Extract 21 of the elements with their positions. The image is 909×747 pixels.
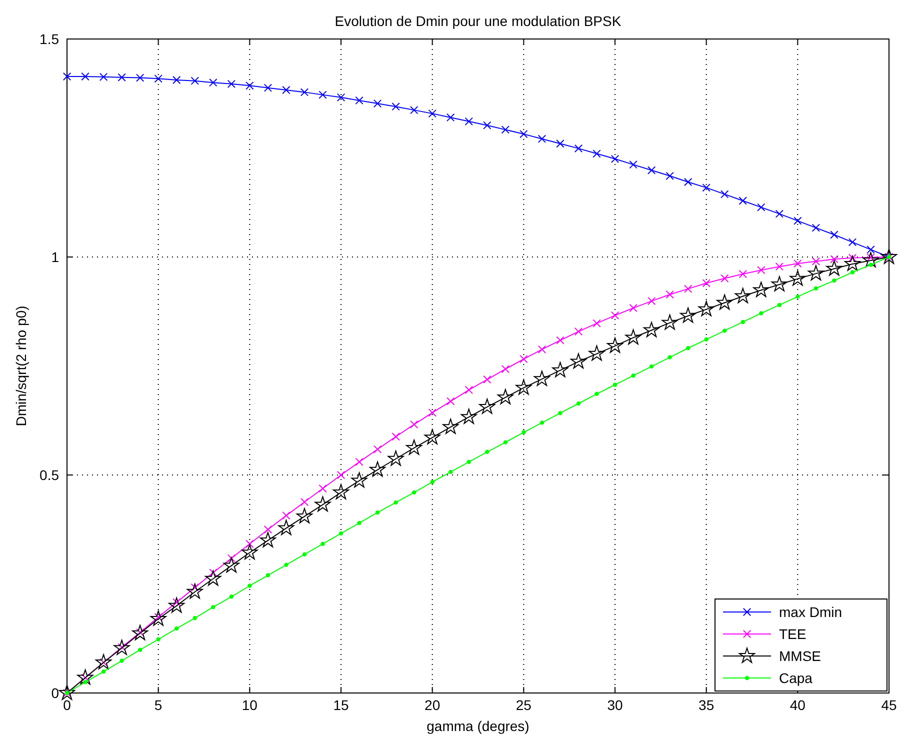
chart-title: Evolution de Dmin pour une modulation BPSK [334,13,622,29]
legend-label: Capa [779,670,813,686]
y-tick-label: 1 [51,249,60,265]
x-tick-label: 40 [790,697,806,713]
x-tick-label: 5 [154,697,162,713]
y-tick-label: 0.5 [40,467,60,483]
y-tick-label: 0 [51,685,60,701]
x-tick-label: 15 [333,697,349,713]
x-tick-label: 0 [63,697,72,713]
x-tick-label: 25 [516,697,532,713]
legend-label: TEE [779,626,806,642]
y-axis-title: Dmin/sqrt(2 rho p0) [13,306,29,426]
x-tick-label: 10 [242,697,258,713]
y-tick-label: 1.5 [40,31,60,47]
x-tick-label: 30 [607,697,623,713]
x-tick-label: 45 [881,697,897,713]
x-tick-label: 35 [698,697,714,713]
x-axis-title: gamma (degres) [426,718,530,734]
legend-label: MMSE [779,648,821,664]
x-tick-label: 20 [424,697,440,713]
legend-label: max Dmin [779,604,842,620]
